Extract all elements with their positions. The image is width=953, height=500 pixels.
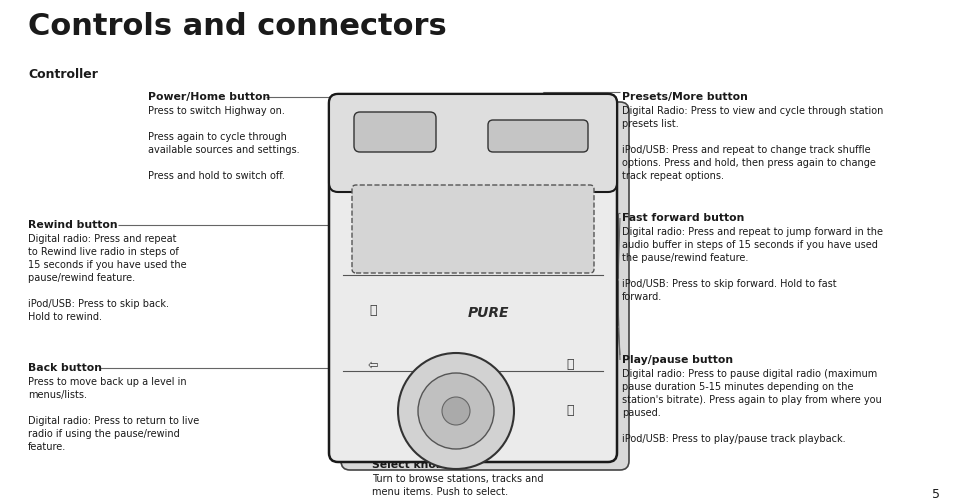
- Text: feature.: feature.: [28, 442, 66, 452]
- Text: Digital radio: Press and repeat to jump forward in the: Digital radio: Press and repeat to jump …: [621, 227, 882, 237]
- Text: Digital radio: Press to pause digital radio (maximum: Digital radio: Press to pause digital ra…: [621, 369, 877, 379]
- Text: Select knob: Select knob: [372, 460, 443, 470]
- Text: Power/Home button: Power/Home button: [148, 92, 270, 102]
- Text: Back button: Back button: [28, 363, 102, 373]
- FancyBboxPatch shape: [329, 94, 617, 192]
- Circle shape: [397, 353, 514, 469]
- Text: station's bitrate). Press again to play from where you: station's bitrate). Press again to play …: [621, 395, 881, 405]
- Text: Turn to browse stations, tracks and: Turn to browse stations, tracks and: [372, 474, 543, 484]
- FancyBboxPatch shape: [340, 102, 628, 470]
- Text: ⏮: ⏮: [369, 304, 376, 316]
- Text: Rewind button: Rewind button: [28, 220, 117, 230]
- FancyBboxPatch shape: [354, 112, 436, 152]
- Text: Press and hold to switch off.: Press and hold to switch off.: [148, 171, 285, 181]
- Text: Presets/More button: Presets/More button: [621, 92, 747, 102]
- FancyBboxPatch shape: [488, 120, 587, 152]
- Text: Play/pause button: Play/pause button: [621, 355, 732, 365]
- Text: Controls and connectors: Controls and connectors: [28, 12, 446, 41]
- Text: Controller: Controller: [28, 68, 98, 81]
- Text: Digital radio: Press and repeat: Digital radio: Press and repeat: [28, 234, 176, 244]
- Text: forward.: forward.: [621, 292, 661, 302]
- Text: the pause/rewind feature.: the pause/rewind feature.: [621, 253, 747, 263]
- Text: Digital Radio: Press to view and cycle through station: Digital Radio: Press to view and cycle t…: [621, 106, 882, 116]
- Text: ⏯: ⏯: [566, 404, 573, 416]
- Text: Press to switch Highway on.: Press to switch Highway on.: [148, 106, 285, 116]
- Circle shape: [441, 397, 470, 425]
- Text: Fast forward button: Fast forward button: [621, 213, 743, 223]
- Text: Hold to rewind.: Hold to rewind.: [28, 312, 102, 322]
- Text: radio if using the pause/rewind: radio if using the pause/rewind: [28, 429, 179, 439]
- Text: PURE: PURE: [467, 306, 508, 320]
- Text: Press to move back up a level in: Press to move back up a level in: [28, 377, 187, 387]
- FancyBboxPatch shape: [352, 185, 594, 273]
- Text: options. Press and hold, then press again to change: options. Press and hold, then press agai…: [621, 158, 875, 168]
- Text: available sources and settings.: available sources and settings.: [148, 145, 299, 155]
- Text: menus/lists.: menus/lists.: [28, 390, 87, 400]
- Text: audio buffer in steps of 15 seconds if you have used: audio buffer in steps of 15 seconds if y…: [621, 240, 877, 250]
- Text: track repeat options.: track repeat options.: [621, 171, 723, 181]
- Text: iPod/USB: Press to play/pause track playback.: iPod/USB: Press to play/pause track play…: [621, 434, 844, 444]
- Text: ⇦: ⇦: [367, 358, 377, 372]
- Text: ⏭: ⏭: [566, 358, 573, 372]
- Text: pause/rewind feature.: pause/rewind feature.: [28, 273, 135, 283]
- Text: menu items. Push to select.: menu items. Push to select.: [372, 487, 508, 497]
- Text: iPod/USB: Press and repeat to change track shuffle: iPod/USB: Press and repeat to change tra…: [621, 145, 870, 155]
- FancyBboxPatch shape: [329, 94, 617, 462]
- Text: 15 seconds if you have used the: 15 seconds if you have used the: [28, 260, 187, 270]
- Text: iPod/USB: Press to skip forward. Hold to fast: iPod/USB: Press to skip forward. Hold to…: [621, 279, 836, 289]
- Text: pause duration 5-15 minutes depending on the: pause duration 5-15 minutes depending on…: [621, 382, 853, 392]
- Circle shape: [417, 373, 494, 449]
- Text: Press again to cycle through: Press again to cycle through: [148, 132, 287, 142]
- Text: paused.: paused.: [621, 408, 660, 418]
- Text: 5: 5: [931, 488, 939, 500]
- Text: presets list.: presets list.: [621, 119, 678, 129]
- Text: to Rewind live radio in steps of: to Rewind live radio in steps of: [28, 247, 178, 257]
- Text: Digital radio: Press to return to live: Digital radio: Press to return to live: [28, 416, 199, 426]
- Text: iPod/USB: Press to skip back.: iPod/USB: Press to skip back.: [28, 299, 169, 309]
